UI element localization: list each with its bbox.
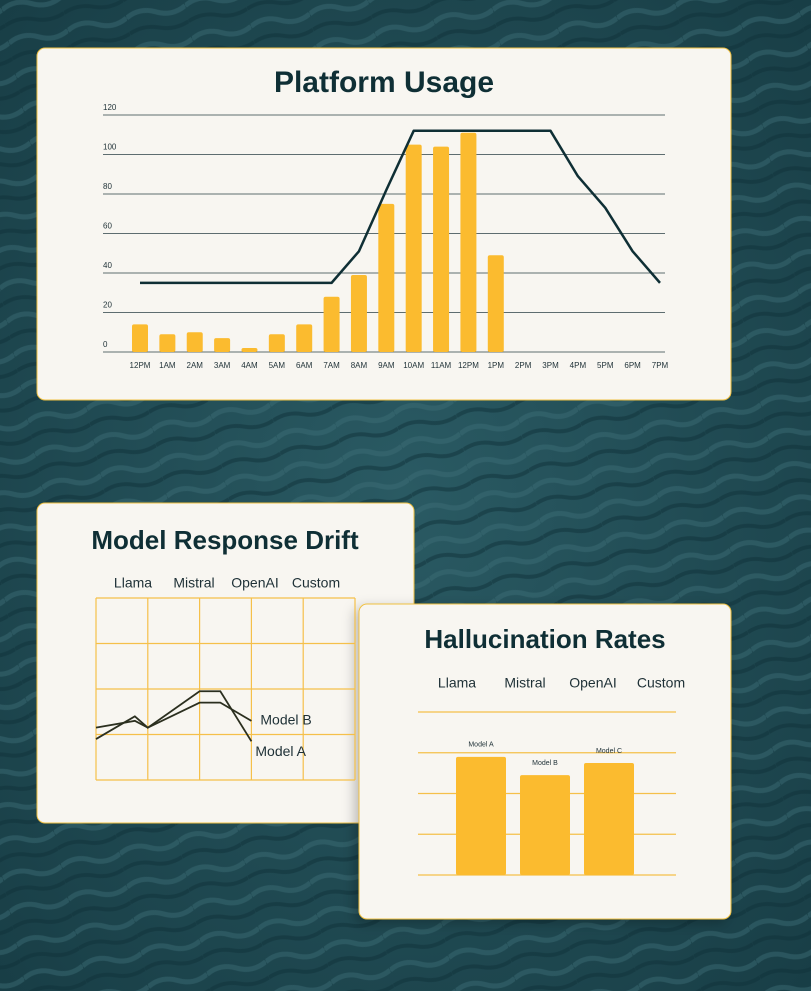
x-tick-label: 2AM bbox=[187, 361, 204, 370]
series-label: Model B bbox=[260, 712, 311, 728]
bar bbox=[350, 274, 367, 352]
series-label: Model A bbox=[255, 743, 306, 759]
x-tick-label: 1AM bbox=[159, 361, 176, 370]
bar bbox=[296, 324, 313, 352]
x-tick-label: 4AM bbox=[241, 361, 258, 370]
bar bbox=[241, 348, 258, 352]
x-tick-label: 8AM bbox=[351, 361, 368, 370]
card bbox=[358, 603, 732, 920]
y-tick-label: 120 bbox=[103, 103, 117, 112]
bar bbox=[487, 255, 504, 352]
bar bbox=[214, 338, 231, 352]
bar bbox=[405, 144, 422, 352]
header-label: Custom bbox=[637, 675, 685, 691]
x-tick-label: 6PM bbox=[624, 361, 641, 370]
chart-title: Model Response Drift bbox=[91, 525, 359, 555]
y-tick-label: 80 bbox=[103, 182, 112, 191]
x-tick-label: 4PM bbox=[570, 361, 587, 370]
header-label: Mistral bbox=[504, 675, 545, 691]
bar-label: Model B bbox=[532, 760, 558, 767]
header-label: OpenAI bbox=[231, 575, 278, 591]
x-tick-label: 12PM bbox=[130, 361, 151, 370]
chart-title: Platform Usage bbox=[274, 66, 494, 99]
y-tick-label: 20 bbox=[103, 301, 112, 310]
y-tick-label: 100 bbox=[103, 143, 117, 152]
x-tick-label: 10AM bbox=[403, 361, 424, 370]
y-tick-label: 60 bbox=[103, 222, 112, 231]
bar bbox=[323, 296, 340, 352]
header-label: OpenAI bbox=[569, 675, 616, 691]
bar-label: Model A bbox=[468, 742, 494, 749]
bar-label: Model C bbox=[596, 748, 622, 755]
chart-platform-usage: Platform Usage 0 20 40 60 80 100 120 12PM 1AM 2AM 3… bbox=[103, 66, 669, 370]
x-tick-label: 7AM bbox=[323, 361, 340, 370]
chart-title: Hallucination Rates bbox=[424, 624, 665, 654]
x-tick-label: 3PM bbox=[542, 361, 559, 370]
y-tick-label: 0 bbox=[103, 340, 108, 349]
x-tick-label: 7PM bbox=[652, 361, 669, 370]
chart-model-drift: Model Response Drift Llama Mistral OpenAI Cu… bbox=[91, 525, 359, 781]
bar bbox=[268, 334, 285, 352]
line bbox=[140, 129, 661, 285]
bar bbox=[132, 324, 148, 352]
bar bbox=[460, 132, 477, 352]
bar bbox=[159, 334, 176, 352]
bar bbox=[584, 762, 634, 875]
x-tick-label: 2PM bbox=[515, 361, 532, 370]
header-label: Mistral bbox=[173, 575, 214, 591]
x-tick-label: 3AM bbox=[214, 361, 231, 370]
x-tick-label: 11AM bbox=[431, 361, 452, 370]
header-label: Llama bbox=[114, 575, 152, 591]
bar bbox=[433, 146, 450, 352]
line bbox=[95, 701, 252, 729]
bar bbox=[456, 756, 506, 875]
header-label: Llama bbox=[438, 675, 476, 691]
x-tick-label: 5AM bbox=[269, 361, 286, 370]
bar bbox=[378, 203, 395, 352]
x-tick-label: 6AM bbox=[296, 361, 313, 370]
x-tick-label: 12PM bbox=[458, 361, 479, 370]
x-tick-label: 5PM bbox=[597, 361, 614, 370]
x-tick-label: 9AM bbox=[378, 361, 395, 370]
y-tick-label: 40 bbox=[103, 261, 112, 270]
x-tick-label: 1PM bbox=[488, 361, 505, 370]
bar bbox=[520, 775, 570, 875]
line bbox=[95, 690, 253, 742]
header-label: Custom bbox=[292, 575, 340, 591]
bar bbox=[186, 332, 203, 352]
chart-hallucination: Hallucination Rates Llama Mistral OpenAI Cus… bbox=[418, 624, 685, 876]
